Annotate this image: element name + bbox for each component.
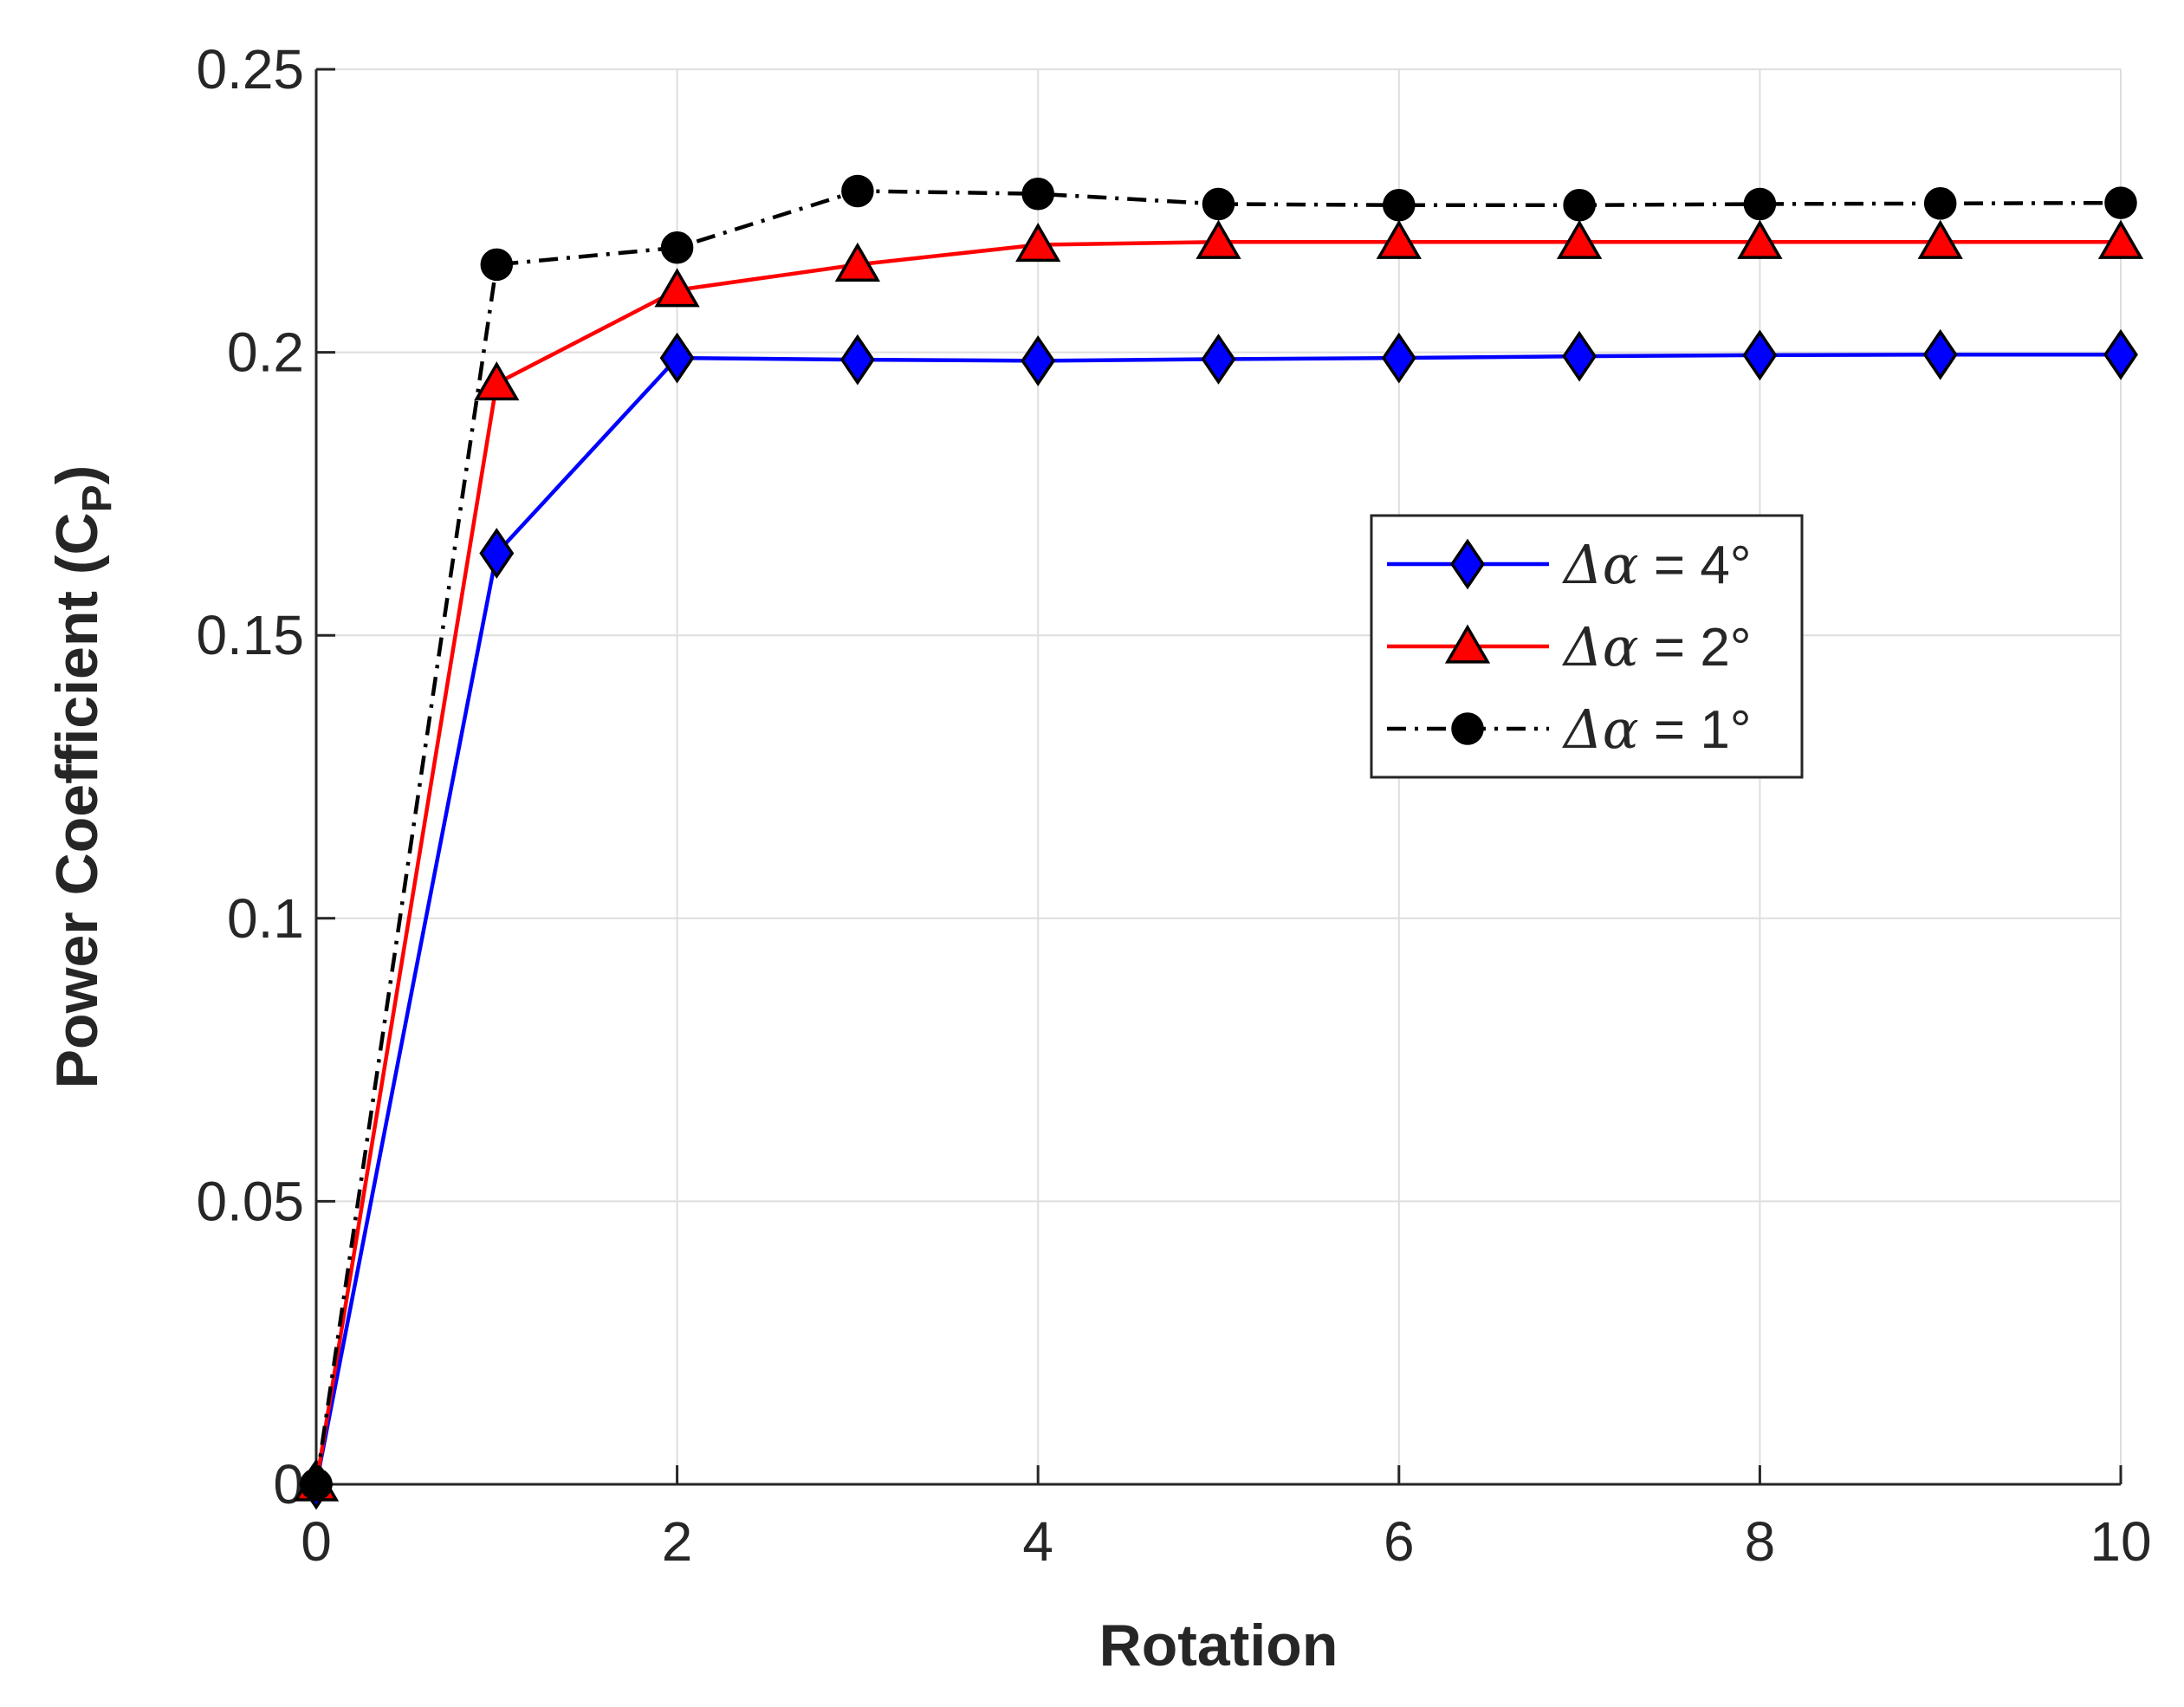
series-1 xyxy=(299,328,2138,1510)
legend-entry: Δα = 4° xyxy=(1387,533,1752,596)
data-point xyxy=(1381,332,1416,384)
x-tick-label: 2 xyxy=(662,1510,693,1573)
data-point xyxy=(479,528,515,579)
y-tick-label: 0.25 xyxy=(196,38,304,101)
data-point xyxy=(480,248,514,282)
data-point xyxy=(2103,328,2138,380)
data-point xyxy=(1015,222,1061,263)
series-layer xyxy=(293,174,2144,1510)
legend-label: Δα = 2° xyxy=(1562,615,1752,678)
data-point xyxy=(1201,334,1236,385)
y-tick-label: 0.05 xyxy=(196,1170,304,1232)
y-axis-title-subscript: P xyxy=(75,484,120,512)
data-point xyxy=(2104,186,2137,219)
legend-label-symbol: Δα xyxy=(1562,698,1639,761)
x-tick-label: 0 xyxy=(301,1510,332,1573)
x-tick-label: 10 xyxy=(2090,1510,2151,1573)
data-point xyxy=(474,360,520,401)
data-point xyxy=(654,268,700,308)
x-tick-label: 4 xyxy=(1022,1510,1053,1573)
data-point xyxy=(2097,219,2144,259)
y-axis-title-main: Power Coefficient (C xyxy=(44,512,110,1088)
data-point xyxy=(839,334,875,386)
legend-marker xyxy=(1451,712,1484,745)
legend-marker xyxy=(1444,624,1491,664)
x-axis-title: Rotation xyxy=(1099,1613,1338,1678)
data-point xyxy=(1563,189,1596,222)
data-point xyxy=(1917,219,1963,259)
legend-label-symbol: Δα xyxy=(1562,615,1639,678)
data-point xyxy=(1737,219,1783,259)
y-axis-title-close: ) xyxy=(44,465,110,485)
data-point xyxy=(660,231,694,264)
data-point xyxy=(1922,328,1958,380)
y-axis-title: Power Coefficient (CP) xyxy=(44,465,120,1089)
data-point xyxy=(841,174,874,208)
legend-label: Δα = 4° xyxy=(1562,533,1752,596)
y-tick-label: 0.1 xyxy=(227,887,304,950)
data-point xyxy=(1021,177,1054,211)
data-point xyxy=(1196,219,1241,259)
x-tick-label: 8 xyxy=(1745,1510,1776,1573)
legend-label-value: = 4° xyxy=(1639,535,1752,595)
legend-label: Δα = 1° xyxy=(1562,698,1752,761)
data-point xyxy=(1202,187,1235,221)
legend-entry: Δα = 1° xyxy=(1387,698,1752,761)
data-point xyxy=(1376,219,1422,259)
data-point xyxy=(1742,329,1778,381)
axes xyxy=(314,68,2122,1486)
data-point xyxy=(1383,189,1416,222)
data-point xyxy=(659,332,695,384)
legend-entry: Δα = 2° xyxy=(1387,615,1752,678)
data-point xyxy=(1021,335,1056,386)
y-tick-label: 0.15 xyxy=(196,604,304,666)
legend: Δα = 4°Δα = 2°Δα = 1° xyxy=(1370,514,1804,779)
series-3 xyxy=(300,174,2137,1501)
x-tick-label: 6 xyxy=(1384,1510,1415,1573)
data-point xyxy=(1556,219,1603,259)
data-point xyxy=(1562,330,1597,382)
data-point xyxy=(1923,187,1957,220)
legend-label-value: = 2° xyxy=(1639,618,1752,678)
series-2 xyxy=(293,219,2144,1502)
data-point xyxy=(834,242,881,282)
legend-label-symbol: Δα xyxy=(1562,533,1639,596)
data-point xyxy=(1743,187,1777,221)
data-point xyxy=(300,1468,333,1501)
y-tick-label: 0.2 xyxy=(227,321,304,384)
legend-label-value: = 1° xyxy=(1639,700,1752,760)
legend-marker xyxy=(1450,538,1485,590)
